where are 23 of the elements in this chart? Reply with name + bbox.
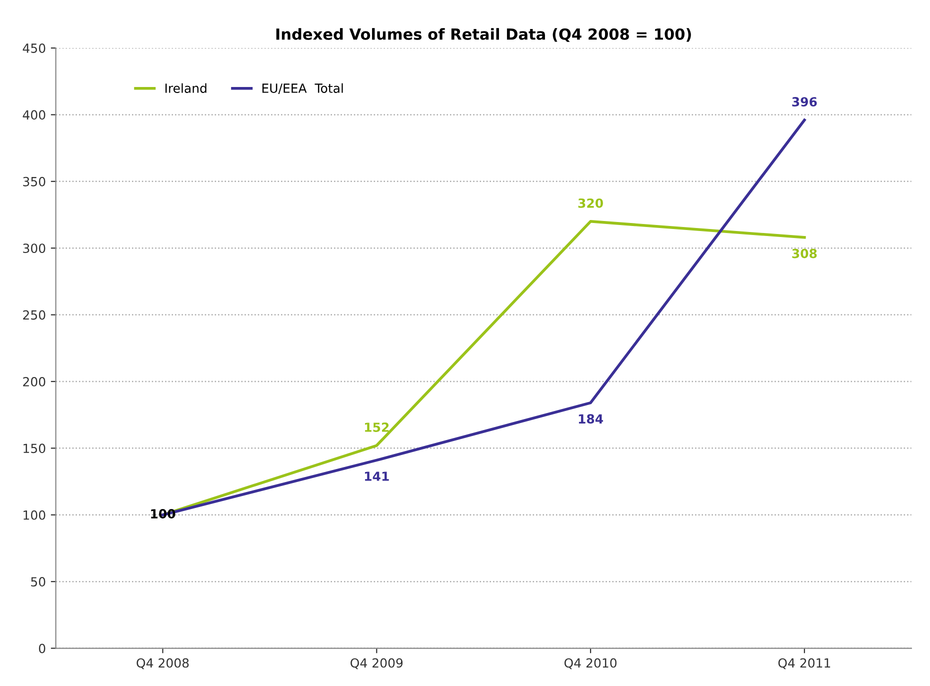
y-tick-label: 350 bbox=[23, 176, 46, 186]
x-tick-label: Q4 2011 bbox=[778, 658, 830, 670]
data-label: 396 bbox=[792, 97, 817, 107]
y-tick-label: 450 bbox=[22, 43, 46, 53]
data-label: 141 bbox=[365, 472, 389, 481]
y-tick-label: 200 bbox=[23, 376, 46, 386]
data-label: 320 bbox=[578, 198, 603, 208]
y-tick-label: 300 bbox=[23, 244, 46, 254]
y-tick-label: 0 bbox=[38, 644, 46, 654]
legend-label: EU/EEA Total bbox=[262, 83, 343, 94]
y-tick-label: 100 bbox=[24, 510, 46, 520]
x-tick-label: Q4 2008 bbox=[136, 658, 189, 670]
x-tick-label: Q4 2009 bbox=[350, 658, 403, 670]
y-tick-label: 150 bbox=[24, 444, 46, 454]
y-tick-label: 400 bbox=[22, 110, 46, 120]
chart-title: Indexed Volumes of Retail Data (Q4 2008 = 100) bbox=[276, 28, 691, 42]
data-label: 308 bbox=[792, 248, 817, 258]
data-label: 184 bbox=[578, 414, 604, 424]
y-tick-label: 250 bbox=[23, 310, 46, 320]
x-tick-label: Q4 2010 bbox=[564, 658, 617, 670]
data-label: 152 bbox=[365, 422, 389, 432]
legend-label: Ireland bbox=[165, 83, 206, 93]
y-tick-label: 50 bbox=[31, 577, 46, 586]
